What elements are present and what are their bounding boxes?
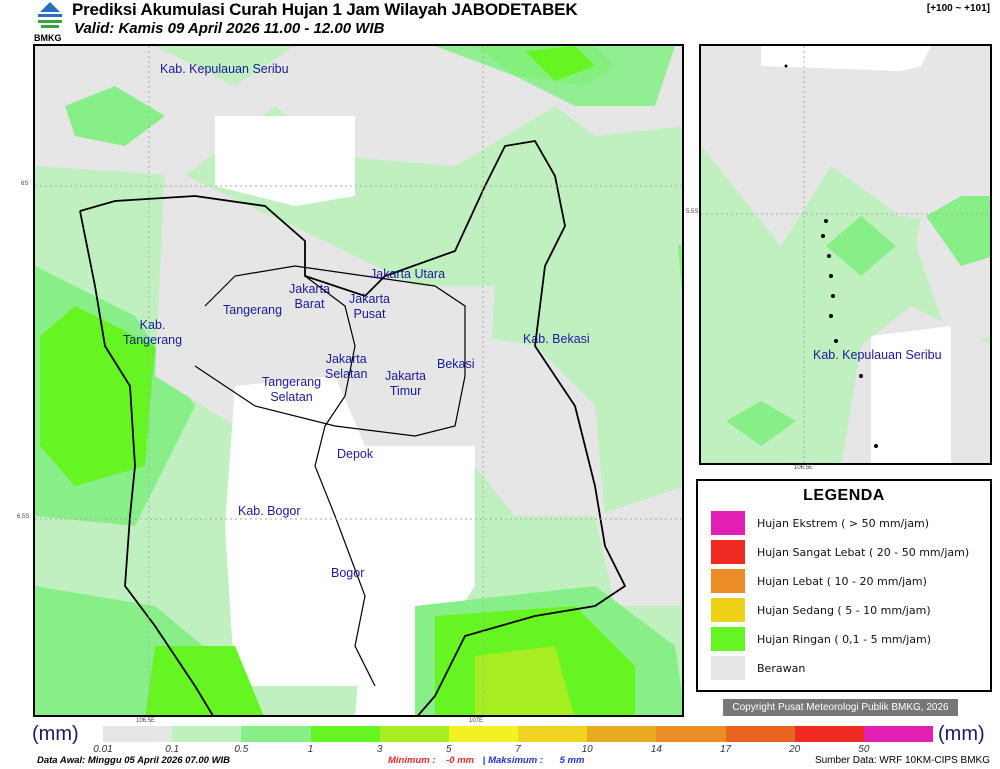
max-label: Maksimum :: [488, 755, 543, 766]
region-label: Depok: [337, 447, 374, 461]
data-awal: Data Awal: Minggu 05 April 2026 07.00 WI…: [37, 755, 231, 766]
colorbar-segment: [310, 726, 380, 742]
region-label: Kab. Kepulauan Seribu: [813, 348, 942, 362]
legend-label: Hujan Ekstrem ( > 50 mm/jam): [757, 516, 930, 530]
colorbar-segment: [863, 726, 934, 742]
min-label: Minimum :: [388, 755, 436, 766]
main-map[interactable]: Kab. Kepulauan Seribu Jakarta Utara Jaka…: [33, 44, 684, 717]
logo-text: BMKG: [34, 33, 62, 43]
rainfall-contours: [35, 46, 682, 715]
region-label: Kab. Bekasi: [523, 332, 590, 346]
colorbar-label: 10: [581, 744, 593, 755]
colorbar-segment: [794, 726, 864, 742]
legend-label: Hujan Lebat ( 10 - 20 mm/jam): [757, 574, 927, 588]
forecast-hour-code: [+100 ~ +101]: [926, 3, 990, 14]
max-value: 5 mm: [559, 755, 585, 766]
colorbar-label: 5: [446, 744, 452, 755]
bmkg-logo: [38, 2, 62, 28]
colorbar-segment: [448, 726, 519, 742]
valid-time: Valid: Kamis 09 April 2026 11.00 - 12.00…: [74, 20, 385, 37]
inset-map[interactable]: Kab. Kepulauan Seribu: [699, 44, 992, 465]
legend: LEGENDA Hujan Ekstrem ( > 50 mm/jam) Huja…: [696, 479, 992, 692]
region-label: Kab. Bogor: [238, 504, 301, 518]
colorbar-label: 0.01: [93, 744, 113, 755]
separator: |: [482, 755, 486, 766]
colorbar-label: 17: [719, 744, 732, 755]
region-label: Tangerang: [223, 303, 283, 317]
lon-tick: 106.5E: [794, 465, 814, 471]
data-source: Sumber Data: WRF 10KM-CIPS BMKG: [814, 755, 990, 766]
region-label: Bogor: [331, 566, 365, 580]
colorbar-segment: [172, 726, 242, 742]
colorbar-segment: [656, 726, 726, 742]
min-max: Minimum : -0 mm | Maksimum : 5 mm: [388, 755, 584, 766]
colorbar-label: 0.5: [234, 744, 249, 755]
region-label: Bekasi: [437, 357, 475, 371]
lat-tick: 6.5S: [17, 514, 30, 520]
colorbar-label: 50: [858, 744, 870, 755]
colorbar-label: 14: [650, 744, 662, 755]
colorbar-segment: [241, 726, 311, 742]
unit-left: (mm): [32, 723, 79, 745]
copyright: Copyright Pusat Meteorologi Publik BMKG,…: [723, 699, 958, 716]
colorbar-label: 20: [789, 744, 801, 755]
legend-label: Hujan Sedang ( 5 - 10 mm/jam): [757, 603, 931, 617]
legend-swatch: [711, 511, 745, 535]
region-label: Jakarta Barat: [289, 282, 330, 311]
legend-item: Hujan Ringan ( 0,1 - 5 mm/jam): [711, 627, 931, 651]
region-label: Jakarta Selatan: [325, 352, 368, 381]
lon-tick: 106.5E: [136, 718, 156, 724]
legend-item: Hujan Sangat Lebat ( 20 - 50 mm/jam): [711, 540, 969, 564]
colorbar-label: 1: [307, 744, 314, 755]
region-label: Tangerang Selatan: [262, 375, 322, 404]
inset-contours: [701, 46, 990, 463]
legend-label: Hujan Ringan ( 0,1 - 5 mm/jam): [757, 632, 932, 646]
colorbar-segment: [103, 726, 173, 742]
legend-title: LEGENDA: [803, 487, 885, 504]
legend-item: Hujan Ekstrem ( > 50 mm/jam): [711, 511, 929, 535]
legend-swatch: [711, 569, 745, 593]
legend-label: Hujan Sangat Lebat ( 20 - 50 mm/jam): [757, 545, 970, 559]
page-title: Prediksi Akumulasi Curah Hujan 1 Jam Wil…: [72, 0, 578, 19]
legend-swatch: [711, 627, 745, 651]
region-label: Jakarta Timur: [385, 369, 426, 398]
lat-tick: 5.5S: [686, 209, 699, 215]
legend-swatch: [711, 540, 745, 564]
legend-swatch: [711, 656, 745, 680]
legend-label: Berawan: [757, 661, 806, 675]
legend-item: Hujan Lebat ( 10 - 20 mm/jam): [711, 569, 927, 593]
colorbar-label: 3: [376, 744, 383, 755]
colorbar-segment: [379, 726, 449, 742]
colorbar-label: 0.1: [165, 744, 180, 755]
colorbar: [103, 726, 934, 742]
lon-tick: 107E: [469, 718, 484, 724]
legend-swatch: [711, 598, 745, 622]
lat-tick: 6S: [21, 181, 29, 187]
region-label: Jakarta Pusat: [349, 292, 390, 321]
legend-item: Berawan: [711, 656, 805, 680]
colorbar-segment: [587, 726, 657, 742]
colorbar-label: 7: [515, 744, 521, 755]
region-label: Kab. Kepulauan Seribu: [160, 62, 289, 76]
colorbar-segment: [518, 726, 588, 742]
unit-right: (mm): [938, 723, 985, 745]
region-label: Kab. Tangerang: [123, 318, 183, 347]
region-label: Jakarta Utara: [370, 267, 446, 281]
colorbar-segment: [725, 726, 795, 742]
legend-item: Hujan Sedang ( 5 - 10 mm/jam): [711, 598, 931, 622]
min-value: -0 mm: [446, 755, 475, 766]
